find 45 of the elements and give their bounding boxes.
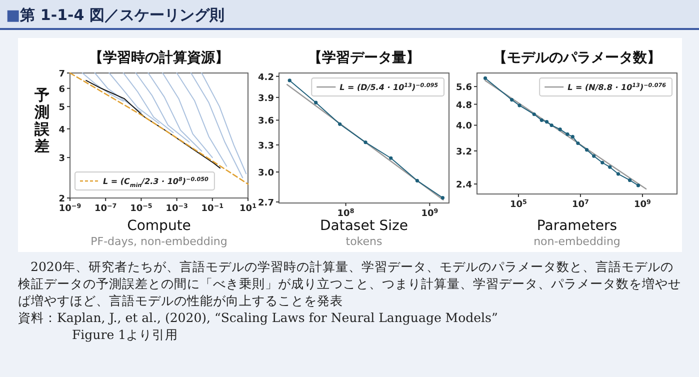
y-tick-label: 5	[58, 103, 65, 114]
text: ■第 1-1-4 図／スケーリング則	[6, 6, 224, 24]
y-tick-label: 6	[58, 84, 65, 95]
y-tick-label: 4	[58, 125, 65, 136]
y-tick-label: 3.9	[258, 94, 274, 104]
text: non-embedding	[534, 235, 620, 248]
x-axis-title: Compute	[127, 218, 191, 234]
text: 2020年、研究者たちが、言語モデルの学習時の計算量、学習データ、モデルのパラメータ数と、言語モデルの検証データの予測誤差との間に「べき乗則」が成り立つこと、つまり計算量、学習データ、パラメータ数を増やせば増やすほど、言語モデルの性能が向上することを発表	[18, 258, 682, 309]
y-tick-label: 3.0	[258, 168, 274, 178]
legend-label: L = (N/8.8 · 10$^{13}$)$^{−0.076}$	[568, 82, 666, 92]
y-tick-label: 4.8	[456, 100, 472, 111]
x-tick-label: 10$^{1}$	[240, 202, 256, 214]
x-tick-label: 10$^{7}$	[572, 198, 589, 210]
text: 資料：Kaplan, J., et al., (2020), “Scaling Laws for Neural Language Models”	[18, 309, 499, 326]
y-tick-label: 3.2	[456, 147, 472, 158]
x-tick-label: 10$^{9}$	[421, 208, 438, 219]
y-tick-label: 2.4	[456, 180, 472, 190]
x-tick-label: 10$^{9}$	[634, 198, 651, 210]
chart-title: 【モデルのパラメータ数】	[493, 50, 661, 66]
text: tokens	[346, 235, 383, 248]
chart-title: 【学習時の計算資源】	[89, 50, 229, 66]
y-tick-label: 2.7	[258, 198, 274, 208]
y-tick-label: 4.0	[456, 122, 472, 132]
x-tick-label: 10$^{5}$	[510, 198, 527, 210]
text: PF-days, non-embedding	[90, 235, 228, 248]
caption: Figure 1より引用	[71, 326, 180, 343]
x-tick-label: 10$^{−5}$	[130, 202, 152, 214]
x-axis-title: Parameters	[536, 218, 618, 234]
y-tick-label: 3.3	[258, 141, 274, 152]
x-tick-label: 10$^{−3}$	[166, 202, 188, 214]
legend-label: L = (C$_{min}$/2.3 · 10$^{8}$)$^{−0.050}$	[103, 176, 209, 189]
x-tick-label: 10$^{8}$	[337, 208, 354, 219]
x-tick-label: 10$^{−7}$	[94, 202, 117, 214]
chart-title: 【学習データ量】	[308, 50, 420, 66]
y-tick-label: 3.6	[258, 116, 274, 127]
y-axis-title: 予測誤差	[34, 86, 50, 155]
y-tick-label: 5.6	[456, 83, 472, 94]
y-tick-label: 7	[58, 70, 65, 80]
x-tick-label: 10$^{−9}$	[58, 202, 82, 214]
y-tick-label: 2	[58, 194, 65, 204]
y-tick-label: 4.2	[258, 72, 274, 83]
x-tick-label: 10$^{−1}$	[201, 202, 224, 214]
x-axis-title: Dataset Size	[320, 218, 408, 234]
y-tick-label: 3	[58, 154, 65, 164]
legend-label: L = (D/5.4 · 10$^{13}$)$^{−0.095}$	[340, 82, 438, 92]
